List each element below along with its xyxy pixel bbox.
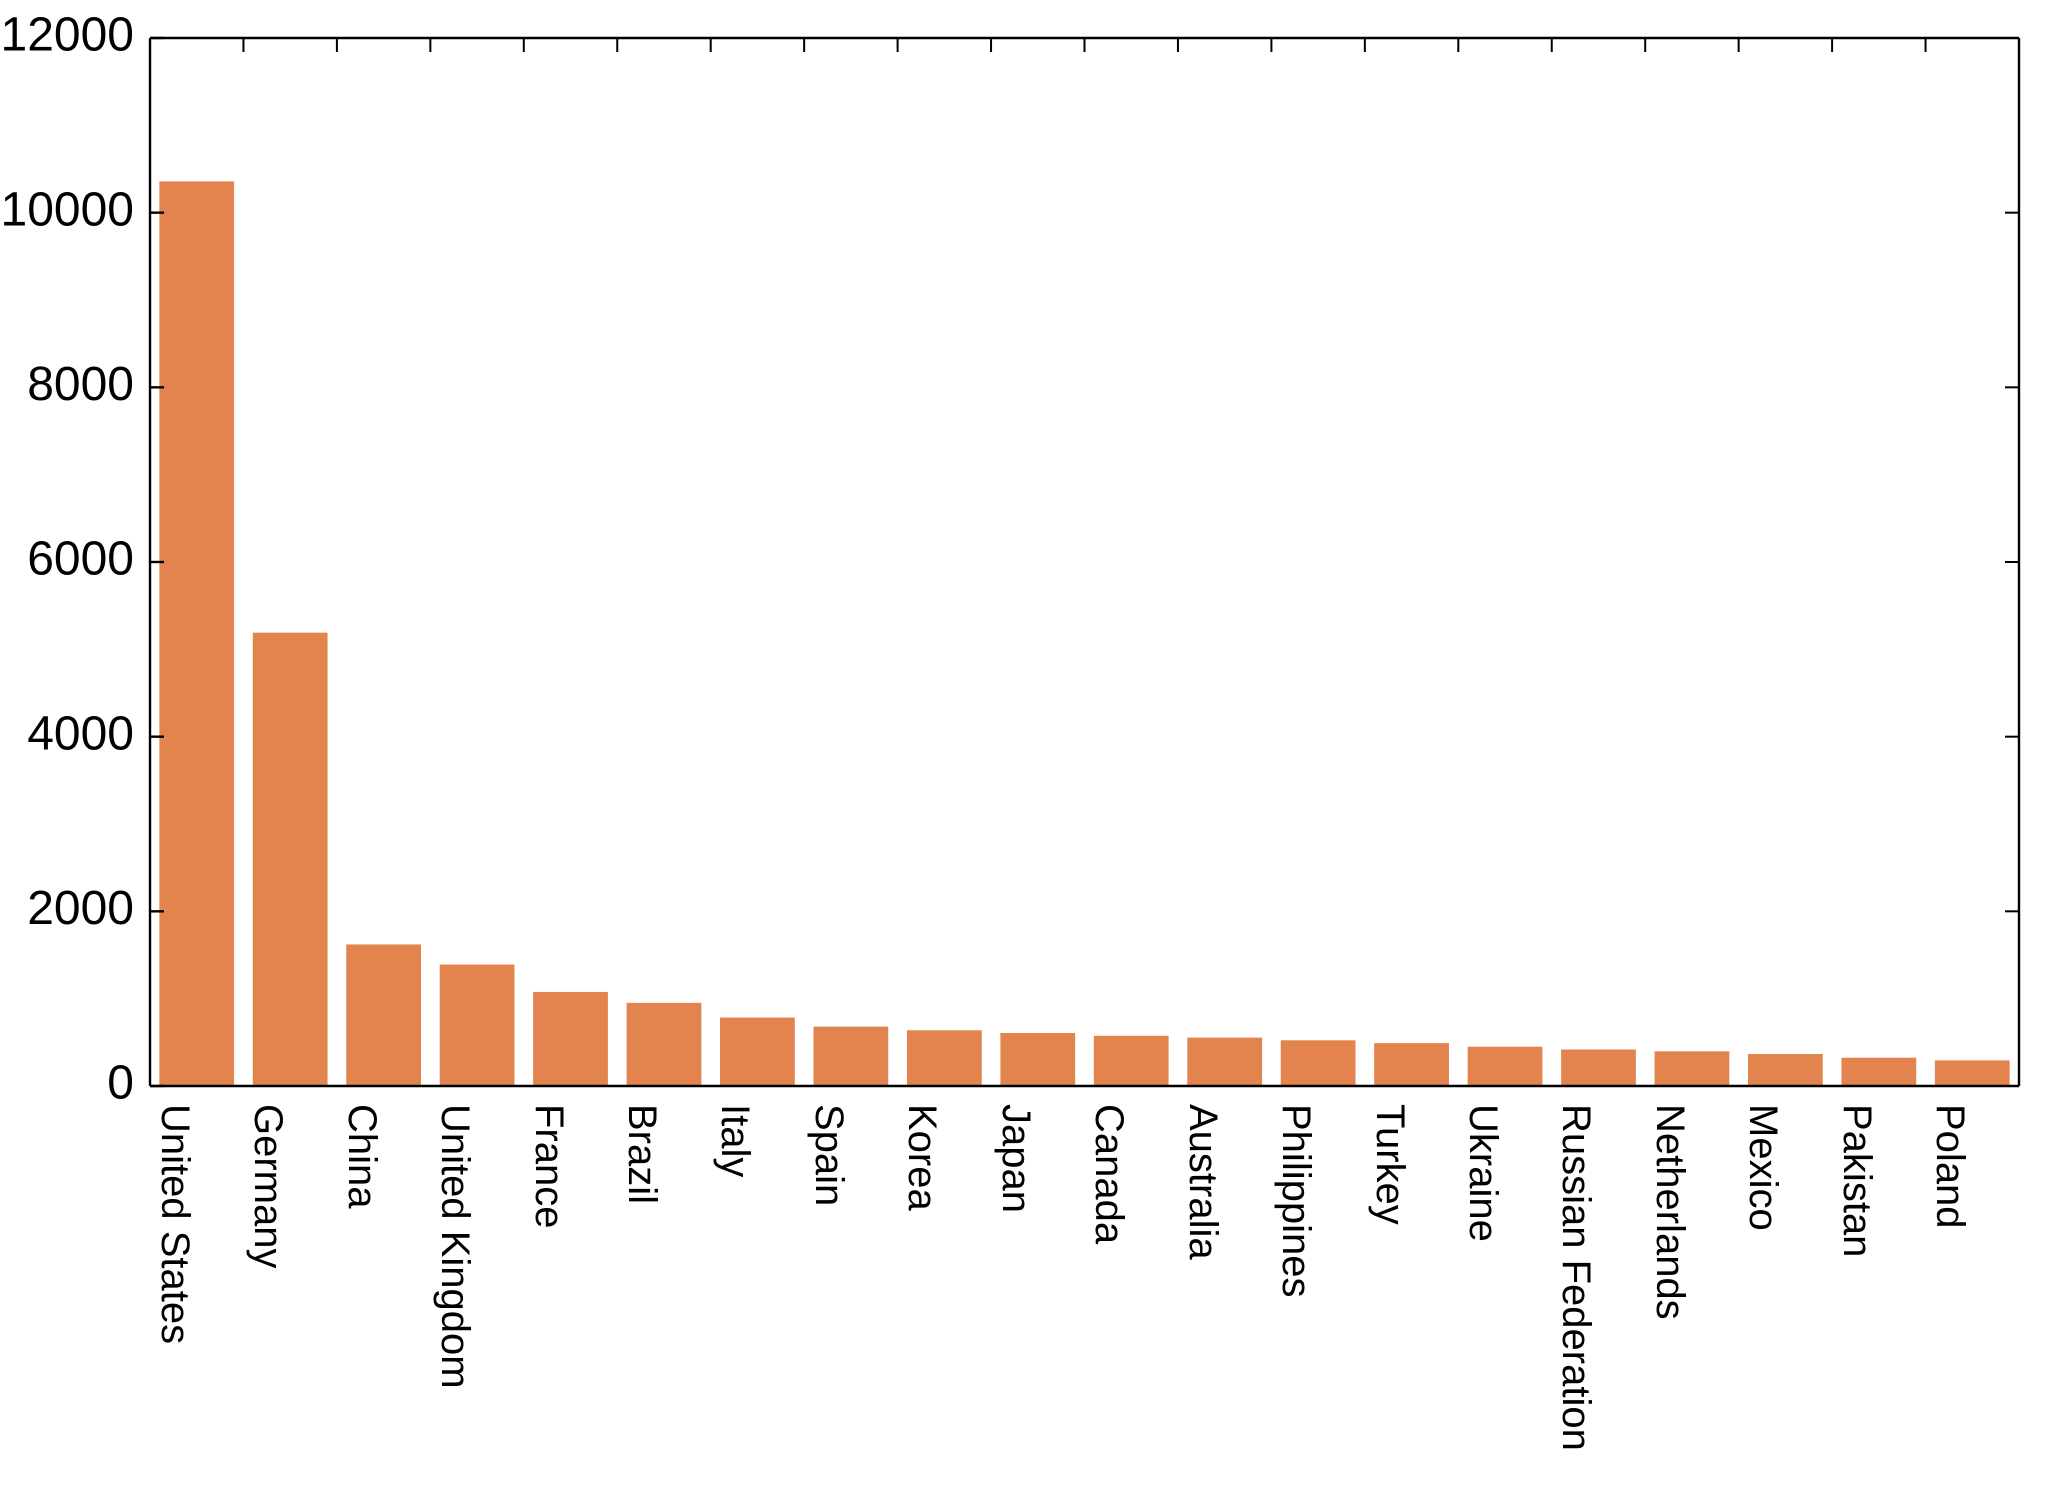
svg-text:8000: 8000	[27, 358, 134, 411]
svg-text:10000: 10000	[1, 183, 134, 236]
svg-text:2000: 2000	[27, 882, 134, 935]
svg-text:4000: 4000	[27, 707, 134, 760]
svg-text:0: 0	[107, 1057, 134, 1110]
svg-text:12000: 12000	[1, 9, 134, 62]
svg-text:6000: 6000	[27, 533, 134, 586]
